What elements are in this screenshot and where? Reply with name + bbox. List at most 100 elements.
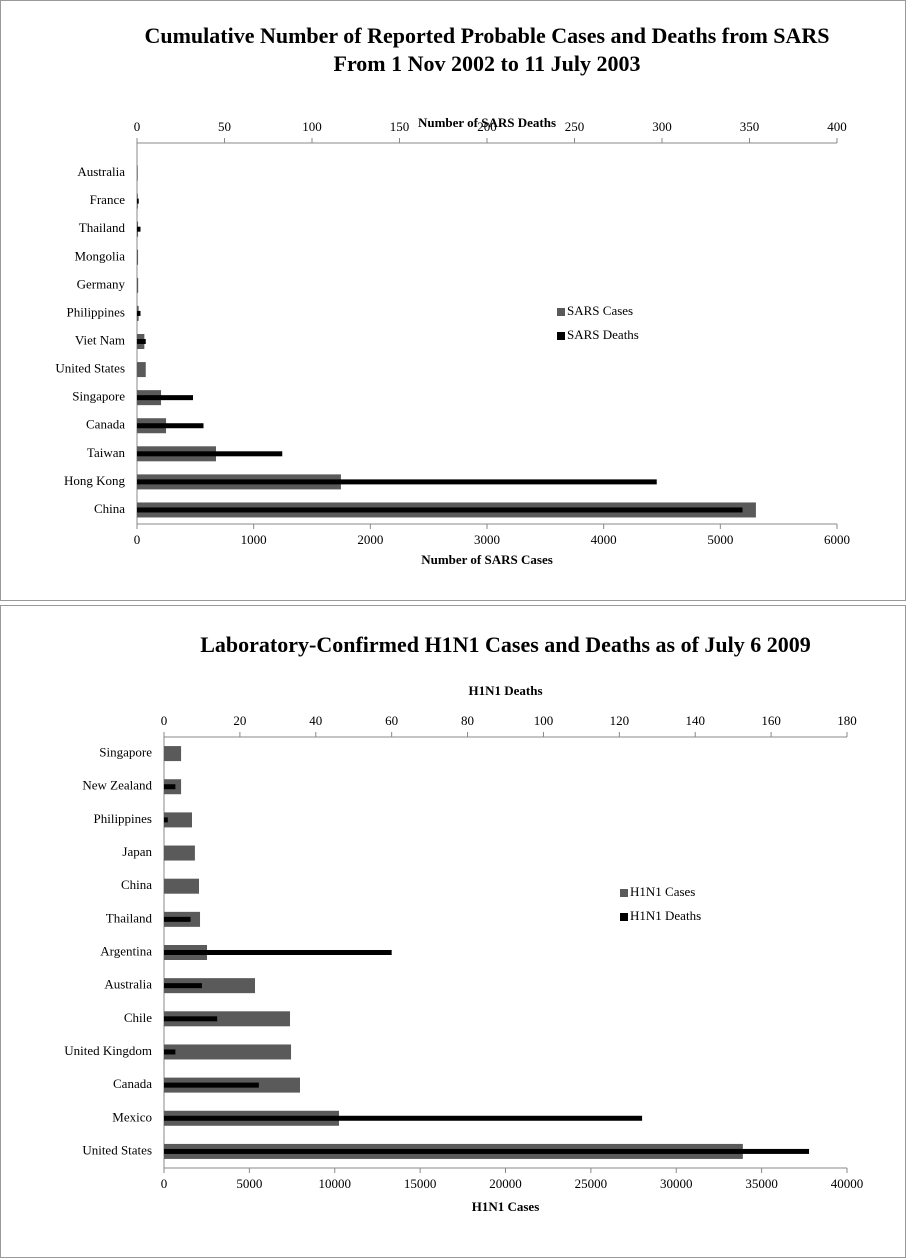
y-tick-label: Chile: [124, 1010, 152, 1025]
deaths-bar: [164, 983, 202, 989]
x2-axis-label: H1N1 Deaths: [468, 683, 542, 698]
x2-tick-label: 200: [477, 119, 497, 134]
y-tick-label: United States: [82, 1142, 152, 1157]
legend-swatch: [557, 332, 565, 340]
y-tick-label: Japan: [122, 844, 152, 859]
cases-bar: [137, 277, 139, 293]
deaths-bar: [137, 198, 139, 204]
x2-tick-label: 140: [685, 713, 705, 728]
y-tick-label: Thailand: [106, 910, 153, 925]
panel-border: [0, 0, 906, 601]
cases-bar: [164, 812, 193, 828]
deaths-bar: [137, 451, 283, 457]
x-tick-label: 40000: [831, 1176, 864, 1191]
x-tick-label: 6000: [824, 532, 850, 547]
x2-tick-label: 150: [390, 119, 410, 134]
legend-swatch: [557, 308, 565, 316]
x2-tick-label: 100: [302, 119, 322, 134]
legend-label: H1N1 Deaths: [630, 908, 701, 923]
y-tick-label: Canada: [86, 417, 125, 432]
deaths-bar: [164, 950, 392, 955]
y-tick-label: Thailand: [79, 220, 126, 235]
x-tick-label: 35000: [745, 1176, 778, 1191]
x2-tick-label: 0: [134, 119, 141, 134]
x2-tick-label: 80: [461, 713, 474, 728]
cases-bar: [164, 878, 200, 894]
y-tick-label: Australia: [104, 977, 152, 992]
y-tick-label: Australia: [77, 164, 125, 179]
legend-label: SARS Deaths: [567, 327, 639, 342]
y-tick-label: Philippines: [93, 811, 152, 826]
deaths-bar: [137, 479, 657, 485]
y-tick-label: United States: [55, 361, 125, 376]
deaths-bar: [164, 817, 168, 823]
x-tick-label: 25000: [575, 1176, 608, 1191]
y-tick-label: Taiwan: [87, 445, 126, 460]
panel-border: [0, 605, 906, 1258]
x2-tick-label: 250: [565, 119, 585, 134]
deaths-bar: [164, 784, 176, 790]
cases-bar: [164, 1044, 292, 1060]
deaths-bar: [137, 395, 193, 401]
x-tick-label: 5000: [236, 1176, 262, 1191]
legend-label: SARS Cases: [567, 303, 633, 318]
y-tick-label: Canada: [113, 1076, 152, 1091]
y-tick-label: Hong Kong: [64, 473, 126, 488]
x-tick-label: 20000: [489, 1176, 522, 1191]
deaths-bar: [137, 507, 743, 513]
deaths-bar: [137, 339, 146, 344]
legend-swatch: [620, 889, 628, 897]
x-tick-label: 30000: [660, 1176, 693, 1191]
cases-bar: [137, 362, 146, 378]
y-tick-label: Singapore: [99, 745, 152, 760]
deaths-bar: [137, 310, 141, 316]
x-tick-label: 10000: [319, 1176, 352, 1191]
x-tick-label: 1000: [241, 532, 267, 547]
x-tick-label: 2000: [357, 532, 383, 547]
y-tick-label: China: [94, 501, 125, 516]
x2-tick-label: 20: [233, 713, 246, 728]
chart-title: Cumulative Number of Reported Probable C…: [144, 23, 829, 48]
y-tick-label: Singapore: [72, 389, 125, 404]
deaths-bar: [164, 1082, 259, 1088]
cases-bar: [164, 845, 195, 861]
deaths-bar: [164, 1115, 643, 1121]
deaths-bar: [137, 423, 204, 429]
cases-bar: [137, 165, 138, 181]
cases-bar: [164, 978, 256, 994]
deaths-bar: [164, 1049, 176, 1055]
deaths-bar: [164, 916, 191, 922]
x2-tick-label: 400: [827, 119, 847, 134]
x-axis-label: H1N1 Cases: [472, 1199, 540, 1214]
x-tick-label: 3000: [474, 532, 500, 547]
y-tick-label: China: [121, 877, 152, 892]
x2-tick-label: 60: [385, 713, 398, 728]
x2-axis-label: Number of SARS Deaths: [418, 115, 556, 130]
chart-title: Laboratory-Confirmed H1N1 Cases and Deat…: [200, 632, 811, 657]
cases-bar: [137, 249, 139, 265]
x2-tick-label: 300: [652, 119, 672, 134]
y-tick-label: Philippines: [66, 304, 125, 319]
x-tick-label: 0: [161, 1176, 168, 1191]
y-tick-label: France: [90, 192, 126, 207]
cases-bar: [164, 746, 182, 762]
x2-tick-label: 0: [161, 713, 168, 728]
x2-tick-label: 160: [761, 713, 781, 728]
chart-subtitle: From 1 Nov 2002 to 11 July 2003: [334, 51, 641, 76]
legend-swatch: [620, 913, 628, 921]
x-tick-label: 15000: [404, 1176, 437, 1191]
x-axis-label: Number of SARS Cases: [421, 552, 553, 567]
x2-tick-label: 50: [218, 119, 231, 134]
x-tick-label: 4000: [591, 532, 617, 547]
y-tick-label: Mexico: [112, 1109, 152, 1124]
x2-tick-label: 100: [534, 713, 554, 728]
cases-bar: [164, 1011, 291, 1027]
legend-label: H1N1 Cases: [630, 884, 695, 899]
x2-tick-label: 40: [309, 713, 322, 728]
x-tick-label: 5000: [707, 532, 733, 547]
y-tick-label: United Kingdom: [64, 1043, 152, 1058]
deaths-bar: [164, 1016, 218, 1022]
y-tick-label: Germany: [77, 276, 126, 291]
y-tick-label: Viet Nam: [75, 332, 125, 347]
